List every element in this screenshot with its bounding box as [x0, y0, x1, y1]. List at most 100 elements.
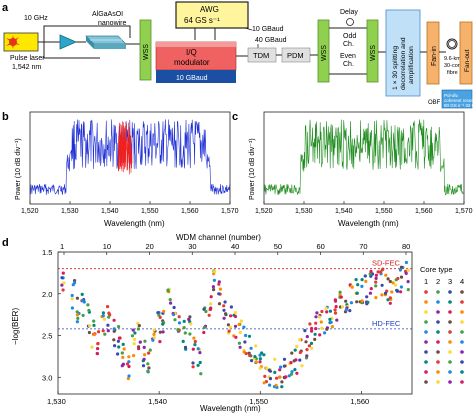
ber-point: [399, 265, 403, 269]
ber-point: [172, 305, 176, 310]
ber-point: [388, 279, 392, 284]
ber-point: [406, 268, 410, 272]
ber-point: [202, 307, 206, 311]
ber-point: [320, 326, 324, 330]
ber-point: [229, 305, 233, 309]
ber-point: [76, 316, 80, 320]
ber-top-tick-label: 60: [317, 242, 325, 251]
ber-point: [198, 351, 202, 355]
legend-marker: [436, 290, 440, 294]
legend-marker: [424, 380, 428, 384]
legend-column-label: 2: [436, 277, 440, 286]
ber-point: [92, 333, 96, 337]
ber-point: [309, 341, 314, 345]
ber-point: [262, 381, 266, 385]
ber-point: [133, 337, 137, 341]
ber-point: [70, 293, 74, 298]
legend-marker: [436, 340, 440, 344]
ber-point: [166, 289, 170, 293]
spectrum-b-x-ticks: 1,520 1,530 1,540 1,550 1,560 1,570: [21, 201, 239, 215]
ber-point: [399, 290, 403, 294]
ber-point: [263, 374, 267, 378]
ber-x-tick-label: 1,540: [148, 397, 167, 406]
legend-marker: [460, 350, 464, 354]
ber-point: [248, 353, 252, 358]
legend-marker: [460, 380, 464, 384]
legend-marker: [460, 290, 464, 294]
spectrum-c-x-tick-label: 1,530: [295, 208, 313, 215]
ber-point: [280, 385, 284, 389]
ber-point: [368, 272, 372, 276]
ber-point: [344, 299, 348, 303]
ber-point: [333, 299, 338, 303]
panel-label-d: d: [2, 237, 9, 249]
ber-point: [212, 288, 216, 292]
ber-point: [209, 302, 213, 306]
ber-point: [161, 330, 165, 334]
legend-column-label: 1: [424, 277, 428, 286]
ber-point: [75, 313, 79, 317]
awg-box: [175, 1, 249, 29]
wss-3-label: WSS: [370, 45, 377, 61]
ber-point: [379, 270, 383, 274]
legend-marker: [424, 300, 428, 304]
ber-point: [250, 359, 254, 363]
ber-point: [315, 311, 319, 315]
ber-point: [363, 274, 367, 278]
ber-point: [293, 368, 297, 372]
legend-column-label: 3: [448, 277, 452, 286]
ber-point: [161, 322, 165, 326]
even-label-line2: Ch.: [343, 61, 354, 68]
panel-label-b: b: [2, 111, 9, 123]
legend-marker: [460, 320, 464, 324]
ber-point: [117, 345, 121, 349]
fan-out-box: [459, 21, 473, 85]
ber-point: [146, 370, 150, 374]
ber-point: [217, 302, 222, 306]
ber-point: [207, 313, 211, 317]
ber-x-tick-label: 1,560: [350, 397, 369, 406]
ber-point: [390, 290, 394, 294]
ber-point: [234, 335, 238, 339]
ber-point: [117, 325, 121, 329]
wss-2-label: WSS: [321, 45, 328, 61]
ber-point: [142, 345, 146, 349]
ber-point: [243, 340, 247, 344]
ber-point: [182, 326, 186, 330]
ber-point: [253, 355, 257, 359]
ber-point: [103, 332, 107, 336]
ber-point: [333, 311, 338, 315]
ber-point: [138, 340, 142, 344]
ber-point: [101, 311, 105, 315]
ber-point: [278, 375, 282, 379]
ber-point: [127, 374, 131, 378]
nanowire-label-line2: nanowire: [98, 20, 127, 27]
ber-point: [92, 323, 96, 327]
obf-label: OBF: [428, 100, 441, 106]
ber-point: [318, 333, 322, 337]
ber-point: [233, 311, 237, 315]
core-type-legend-title: Core type: [420, 265, 453, 274]
ber-point: [96, 341, 100, 346]
legend-marker: [436, 320, 440, 324]
ber-point: [61, 271, 65, 275]
ber-point: [258, 360, 262, 364]
ber-point: [217, 282, 221, 286]
ber-point: [226, 323, 230, 327]
ber-point: [335, 318, 339, 322]
ber-point: [61, 288, 65, 292]
ber-point: [106, 329, 110, 333]
legend-marker: [448, 290, 452, 294]
ber-point: [360, 299, 364, 303]
ber-point: [303, 329, 307, 333]
ber-point: [193, 343, 197, 347]
ber-point: [81, 299, 85, 303]
ber-point: [183, 331, 187, 335]
ber-point: [328, 309, 332, 313]
ber-point: [338, 290, 342, 294]
ber-point: [349, 301, 353, 305]
ber-point: [188, 315, 192, 319]
ber-point: [340, 305, 345, 309]
ber-point: [75, 320, 79, 324]
